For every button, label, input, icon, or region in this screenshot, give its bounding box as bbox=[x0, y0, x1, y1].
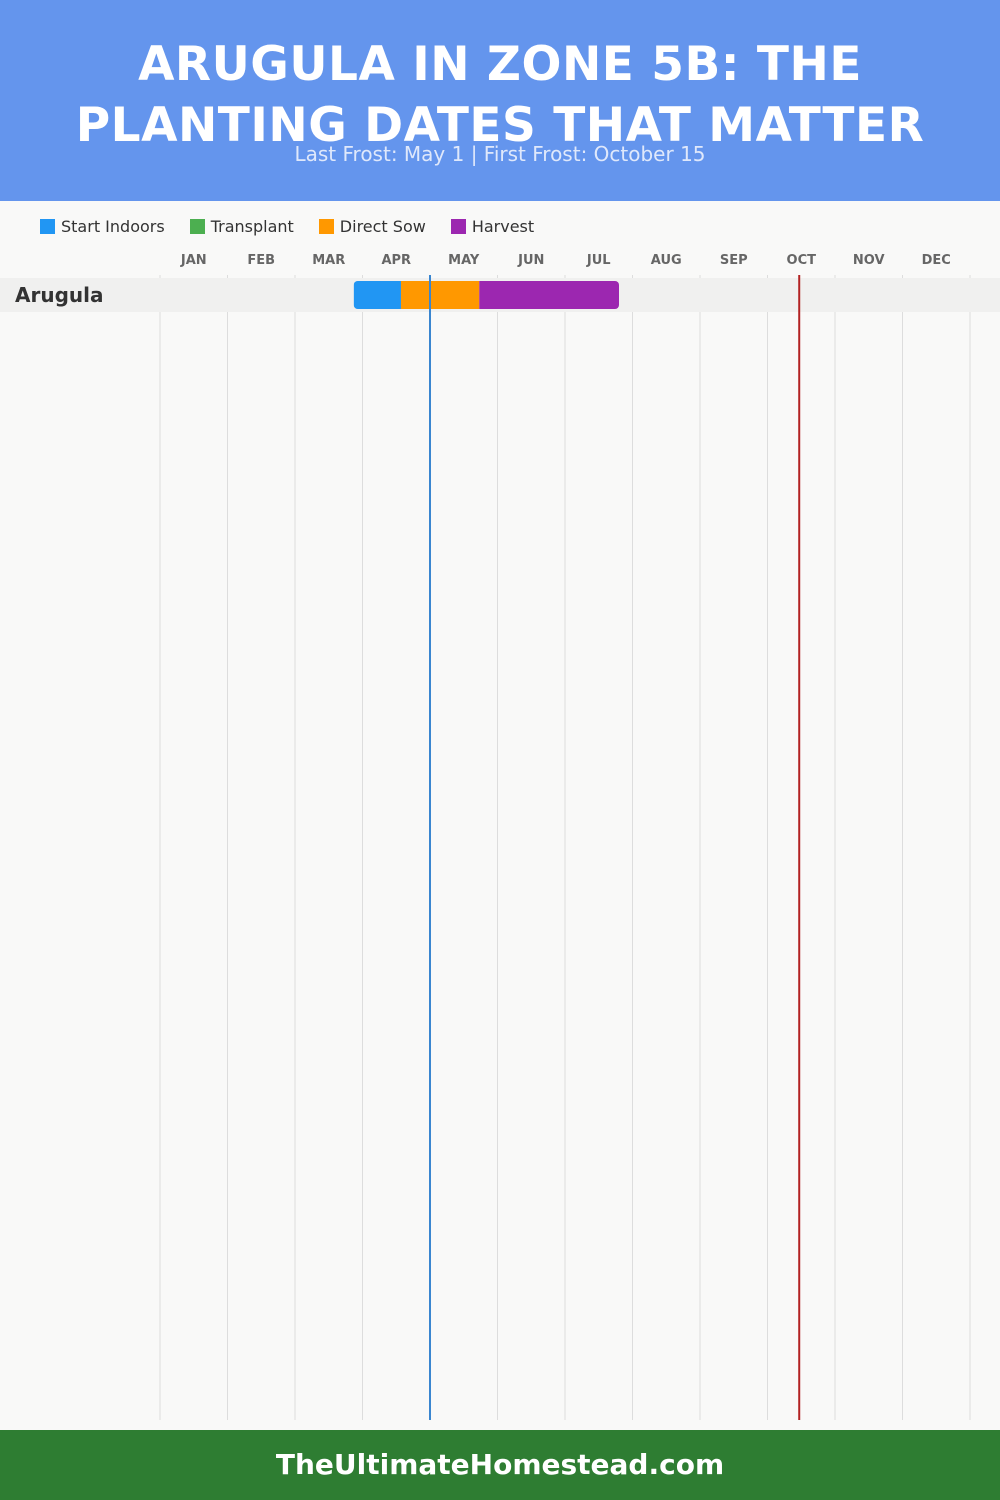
legend-label: Transplant bbox=[210, 216, 294, 236]
segment-start-indoors bbox=[353, 281, 401, 309]
legend-item: Harvest bbox=[450, 214, 535, 238]
legend-label: Direct Sow bbox=[339, 216, 426, 236]
month-label: JAN bbox=[180, 253, 207, 268]
month-label: SEP bbox=[720, 253, 748, 268]
month-label: DEC bbox=[922, 253, 951, 268]
legend-swatch bbox=[189, 218, 205, 234]
legend-label: Start Indoors bbox=[61, 216, 165, 236]
month-label: AUG bbox=[651, 253, 682, 268]
legend-label: Harvest bbox=[471, 216, 535, 236]
page-title: ARUGULA IN ZONE 5B: THE PLANTING DATES T… bbox=[75, 37, 925, 153]
crop-label: Arugula bbox=[15, 283, 104, 307]
month-label: FEB bbox=[247, 253, 275, 268]
footer-site-name: TheUltimateHomestead.com bbox=[275, 1448, 725, 1481]
chart-legend: Start Indoors Transplant Direct Sow Harvest bbox=[40, 214, 559, 238]
planting-calendar-chart: JAN FEB MAR APR MAY JUN JUL AUG SEP OCT NOV DEC Arug… bbox=[0, 253, 1000, 1420]
legend-item: Direct Sow bbox=[318, 214, 426, 238]
month-label: JUL bbox=[586, 253, 611, 268]
legend-swatch bbox=[450, 218, 466, 234]
page-subtitle: Last Frost: May 1 | First Frost: October… bbox=[294, 142, 706, 166]
legend-item: Transplant bbox=[189, 214, 294, 238]
month-label: JUN bbox=[517, 253, 544, 268]
month-label: OCT bbox=[787, 253, 817, 268]
month-label: NOV bbox=[853, 253, 885, 268]
segment-direct-sow bbox=[400, 281, 480, 309]
segment-harvest bbox=[479, 281, 619, 309]
legend-swatch bbox=[40, 218, 55, 234]
legend-item: Start Indoors bbox=[40, 214, 165, 238]
month-label: MAY bbox=[448, 253, 480, 268]
footer-banner: TheUltimateHomestead.com bbox=[0, 1430, 1000, 1500]
header-banner: ARUGULA IN ZONE 5B: THE PLANTING DATES T… bbox=[0, 0, 1000, 201]
month-label: MAR bbox=[312, 253, 345, 268]
legend-swatch bbox=[318, 218, 334, 234]
month-label: APR bbox=[381, 253, 411, 268]
